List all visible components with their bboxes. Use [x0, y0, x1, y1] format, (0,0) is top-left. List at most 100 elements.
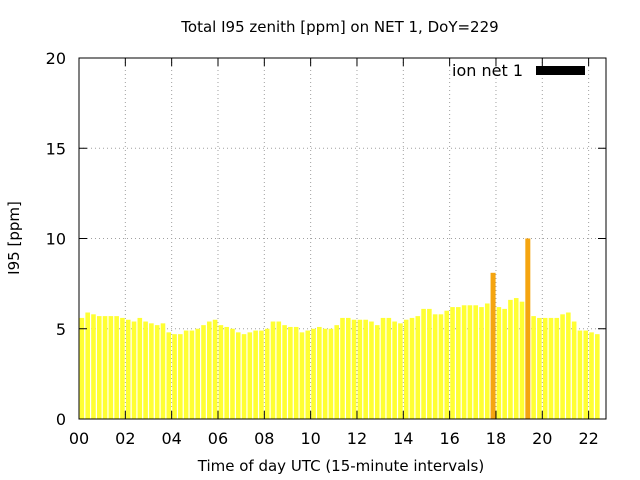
y-tick-label: 10 [46, 230, 66, 249]
bar [508, 299, 513, 419]
bar [595, 334, 600, 419]
x-tick-label: 00 [69, 429, 89, 448]
bar [479, 307, 484, 419]
bar [467, 305, 473, 419]
bar [154, 325, 160, 419]
bar [560, 314, 565, 419]
legend-swatch [536, 66, 585, 75]
y-tick-label: 20 [46, 49, 66, 68]
bar [178, 334, 183, 419]
bar [403, 319, 409, 419]
bar [571, 321, 577, 419]
x-tick-label: 08 [254, 429, 274, 448]
x-tick-label: 02 [115, 429, 135, 448]
bar [253, 330, 258, 419]
bar [456, 307, 461, 419]
bar [450, 307, 455, 419]
x-tick-label: 14 [393, 429, 413, 448]
bar [502, 308, 507, 419]
x-tick-label: 10 [300, 429, 320, 448]
bar [212, 319, 218, 419]
bar [183, 330, 189, 419]
bar [79, 317, 85, 419]
x-tick-label: 16 [439, 429, 459, 448]
bar [398, 323, 403, 419]
bar [322, 328, 328, 419]
bar [438, 314, 444, 419]
bar [96, 316, 102, 419]
bar-highlight [490, 272, 496, 419]
bar [207, 321, 212, 419]
bars [79, 238, 600, 419]
bar [415, 316, 421, 419]
x-tick-label: 06 [208, 429, 228, 448]
y-tick-label: 15 [46, 139, 66, 158]
ticks: 0 5 10 15 20 00 02 04 06 08 10 12 14 16 18 20 22 [46, 49, 606, 448]
bar [531, 316, 536, 419]
y-tick-label: 0 [56, 410, 66, 429]
bar [340, 317, 345, 419]
bar [143, 321, 148, 419]
bar [380, 317, 386, 419]
bar [195, 328, 201, 419]
bar [224, 326, 229, 419]
bar [548, 317, 554, 419]
bar [166, 332, 172, 419]
bar [305, 330, 311, 419]
y-tick-label: 5 [56, 320, 66, 339]
bar [392, 321, 397, 419]
x-tick-label: 22 [578, 429, 598, 448]
bar [537, 317, 542, 419]
bar [334, 325, 340, 419]
bar [589, 332, 594, 419]
bar [131, 321, 137, 419]
bar [299, 332, 305, 419]
bar [276, 321, 282, 419]
chart-title: Total I95 zenith [ppm] on NET 1, DoY=229 [180, 18, 498, 36]
bar [513, 298, 519, 419]
bar [542, 317, 548, 419]
bar [85, 312, 90, 419]
bar [386, 317, 392, 419]
bar [137, 317, 143, 419]
bar [409, 317, 415, 419]
bar [241, 334, 247, 419]
bar [235, 332, 241, 419]
bar [317, 326, 322, 419]
bar [566, 312, 571, 419]
bar [369, 321, 374, 419]
bar [444, 310, 450, 419]
bar [461, 305, 467, 419]
bar [577, 330, 583, 419]
bar [484, 303, 490, 419]
bar [125, 319, 131, 419]
bar [120, 317, 125, 419]
x-tick-label: 12 [347, 429, 367, 448]
bar [432, 314, 438, 419]
x-tick-label: 04 [161, 429, 181, 448]
y-axis-title: I95 [ppm] [5, 201, 23, 275]
x-tick-label: 18 [486, 429, 506, 448]
legend-label: ion net 1 [452, 61, 523, 80]
bar [91, 314, 96, 419]
bar [247, 332, 253, 419]
bar [351, 319, 357, 419]
bar [293, 326, 299, 419]
bar [357, 319, 363, 419]
x-tick-label: 20 [532, 429, 552, 448]
bar [554, 317, 560, 419]
legend: ion net 1 [452, 61, 585, 80]
x-axis-title: Time of day UTC (15-minute intervals) [197, 457, 484, 475]
bar [218, 325, 224, 419]
bar [230, 328, 235, 419]
bar [311, 328, 316, 419]
bar [328, 328, 334, 419]
bar [264, 328, 270, 419]
bar [496, 307, 502, 419]
bar [172, 334, 177, 419]
bar [427, 308, 432, 419]
bar [102, 316, 108, 419]
bar [374, 325, 380, 419]
bar [270, 321, 276, 419]
